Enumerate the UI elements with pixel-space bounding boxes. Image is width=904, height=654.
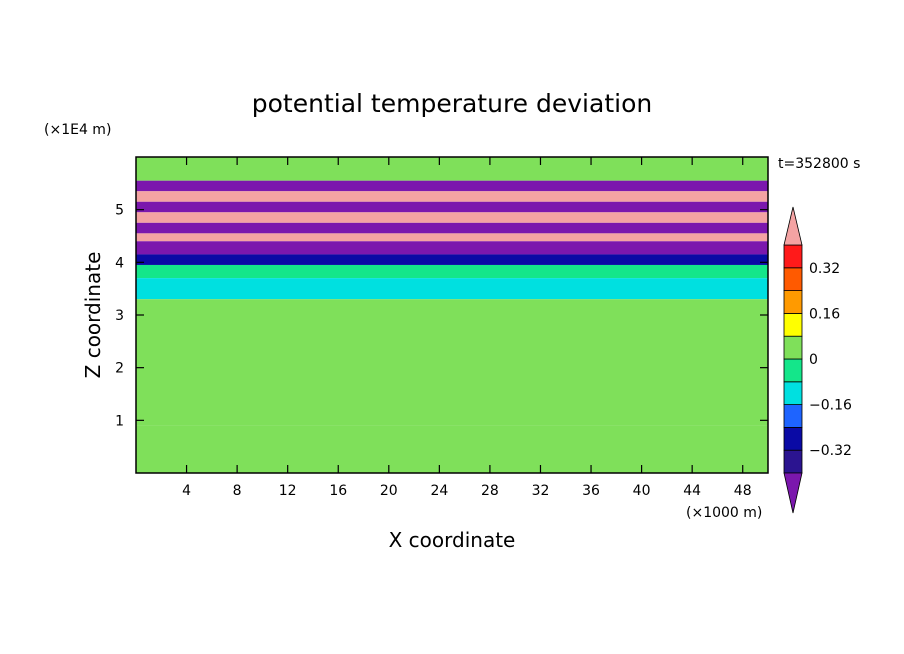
colorbar-segment: [783, 404, 803, 428]
colorbar-segment: [783, 290, 803, 314]
field-band: [136, 254, 768, 265]
field-band: [136, 233, 768, 242]
colorbar-tick-label: 0: [809, 352, 818, 368]
heatmap-field: [136, 157, 768, 473]
y-tick-label: 1: [115, 413, 124, 429]
field-band: [136, 241, 768, 255]
x-tick-label: 44: [683, 483, 701, 499]
time-label: t=352800 s: [778, 156, 860, 172]
field-band: [136, 278, 768, 300]
x-tick-label: 20: [380, 483, 398, 499]
x-axis-title: X coordinate: [389, 528, 516, 552]
colorbar: 0.32 0.16 0 −0.16 −0.32: [783, 206, 852, 514]
colorbar-tick-label: 0.32: [809, 261, 840, 277]
colorbar-segment: [783, 335, 803, 360]
colorbar-tick-label: 0.16: [809, 306, 840, 322]
y-tick-label: 2: [115, 361, 124, 377]
y-unit-label: (×1E4 m): [44, 122, 111, 138]
y-axis-title: Z coordinate: [81, 252, 105, 379]
y-tick-label: 4: [115, 255, 124, 271]
field-band: [136, 201, 768, 213]
colorbar-segment: [783, 449, 803, 474]
x-tick-label: 12: [279, 483, 297, 499]
x-tick-label: 48: [734, 483, 752, 499]
y-tick-label: 3: [115, 308, 124, 324]
x-tick-label: 4: [182, 483, 191, 499]
colorbar-extend-low: [783, 472, 803, 514]
colorbar-extend-high: [783, 206, 803, 246]
y-axis: 1 2 3 4 5: [115, 203, 768, 429]
x-tick-label: 8: [233, 483, 242, 499]
colorbar-segment: [783, 244, 803, 269]
x-unit-label: (×1000 m): [686, 505, 762, 521]
y-tick-label: 5: [115, 203, 124, 219]
colorbar-segment: [783, 381, 803, 405]
x-tick-label: 16: [329, 483, 347, 499]
colorbar-segment: [783, 358, 803, 383]
colorbar-tick-label: −0.32: [809, 443, 852, 459]
x-tick-label: 28: [481, 483, 499, 499]
x-tick-label: 24: [430, 483, 448, 499]
field-band: [136, 425, 768, 473]
x-tick-label: 36: [582, 483, 600, 499]
field-band: [136, 299, 768, 426]
colorbar-tick-label: −0.16: [809, 398, 852, 414]
field-band: [136, 180, 768, 192]
field-band: [136, 264, 768, 279]
colorbar-segment: [783, 267, 803, 291]
chart-title: potential temperature deviation: [252, 89, 652, 118]
x-axis: 4 8 12 16 20 24 28 32 36 40 44 48: [182, 157, 752, 499]
field-band: [136, 212, 768, 223]
field-band: [136, 222, 768, 234]
field-band: [136, 157, 768, 181]
x-tick-label: 40: [633, 483, 651, 499]
colorbar-segment: [783, 426, 803, 451]
field-band: [136, 191, 768, 202]
x-tick-label: 32: [532, 483, 550, 499]
colorbar-segment: [783, 312, 803, 337]
